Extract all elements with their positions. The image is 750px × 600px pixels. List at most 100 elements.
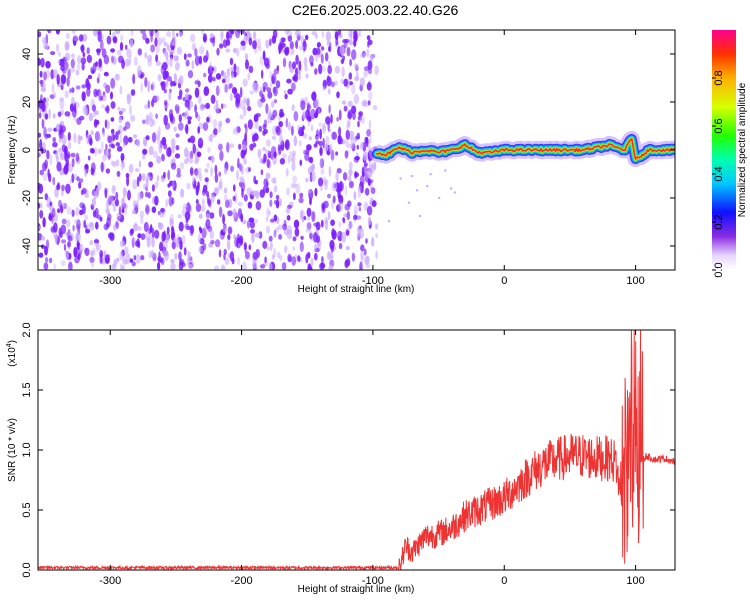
noise-speck (121, 198, 124, 205)
noise-speck (170, 138, 176, 149)
noise-speck (92, 30, 99, 37)
noise-speck (118, 116, 123, 124)
noise-speck (155, 30, 158, 33)
noise-speck (348, 30, 353, 38)
noise-speck (46, 96, 50, 103)
noise-speck (210, 193, 215, 203)
noise-speck (218, 120, 223, 127)
noise-speck (271, 135, 277, 140)
noise-speck (287, 35, 293, 42)
noise-speck (166, 147, 172, 158)
noise-speck (267, 91, 273, 99)
noise-speck (66, 77, 70, 87)
noise-speck (155, 60, 161, 66)
noise-speck (140, 82, 143, 93)
noise-speck (207, 74, 213, 83)
noise-speck (285, 46, 290, 52)
noise-speck (366, 35, 371, 41)
noise-speck (278, 198, 282, 207)
noise-speck (359, 261, 363, 270)
noise-speck (151, 119, 156, 126)
noise-speck (218, 206, 223, 218)
noise-speck (364, 170, 368, 178)
noise-speck (348, 161, 353, 170)
noise-speck (147, 100, 151, 109)
noise-speck (175, 133, 180, 138)
noise-speck (310, 62, 314, 67)
noise-speck (366, 48, 370, 58)
snr-y-ticks: 0.0 0.5 1.0 1.5 2.0 (21, 322, 675, 578)
noise-speck (331, 131, 338, 140)
noise-speck (172, 30, 175, 38)
noise-speck (240, 40, 246, 46)
noise-speck (285, 187, 291, 196)
noise-speck (314, 243, 317, 251)
noise-speck (144, 104, 149, 110)
noise-speck (48, 30, 52, 35)
noise-speck (105, 168, 111, 174)
noise-speck (275, 194, 280, 200)
noise-speck (354, 135, 361, 140)
noise-speck (271, 177, 276, 184)
noise-speck (67, 235, 73, 242)
noise-speck (362, 99, 367, 106)
noise-speck (295, 54, 299, 65)
noise-speck (217, 185, 223, 191)
noise-speck (287, 225, 292, 235)
noise-speck (203, 86, 210, 97)
noise-speck (206, 116, 210, 123)
noise-speck (194, 55, 200, 66)
noise-speck (257, 148, 262, 159)
noise-speck (265, 63, 271, 70)
noise-speck (222, 78, 226, 84)
noise-speck (225, 48, 231, 53)
noise-speck (240, 182, 245, 192)
x-tick-label: 100 (626, 275, 644, 287)
noise-speck (58, 148, 62, 153)
noise-speck (343, 78, 349, 87)
noise-speck (52, 92, 57, 98)
noise-speck (348, 168, 353, 177)
noise-speck (137, 191, 143, 201)
noise-speck (59, 230, 63, 239)
noise-speck (155, 113, 158, 119)
noise-speck (299, 192, 304, 199)
noise-speck (110, 77, 116, 89)
noise-speck (352, 111, 356, 120)
noise-speck (273, 185, 278, 193)
noise-speck (357, 33, 362, 38)
noise-speck (91, 198, 96, 207)
noise-speck (157, 74, 162, 82)
noise-speck (51, 215, 54, 224)
noise-speck (262, 81, 268, 90)
noise-speck (265, 172, 271, 180)
y-tick-label: 0.0 (21, 562, 33, 577)
noise-speck (327, 193, 331, 199)
noise-speck (248, 217, 255, 223)
noise-speck (74, 255, 80, 264)
noise-speck (163, 99, 168, 106)
noise-speck (137, 48, 142, 56)
noise-speck (138, 173, 142, 182)
noise-speck (314, 68, 318, 75)
noise-speck (265, 39, 269, 49)
noise-speck (336, 91, 340, 99)
noise-speck (269, 71, 272, 79)
noise-speck (199, 103, 205, 111)
noise-speck (238, 143, 242, 150)
noise-speck (235, 93, 241, 104)
noise-speck (244, 132, 248, 142)
noise-speck (70, 58, 75, 69)
noise-speck (340, 58, 345, 65)
noise-speck (135, 254, 141, 264)
noise-speck (357, 30, 361, 36)
noise-speck (187, 250, 191, 260)
noise-speck (271, 35, 277, 44)
noise-speck (328, 46, 331, 52)
noise-speck (209, 62, 213, 71)
noise-speck (78, 34, 84, 42)
noise-speck (119, 85, 123, 95)
noise-speck (279, 255, 283, 261)
x-tick-label: -200 (231, 275, 253, 287)
spectrogram-y-label: Frequency (Hz) (7, 116, 18, 185)
